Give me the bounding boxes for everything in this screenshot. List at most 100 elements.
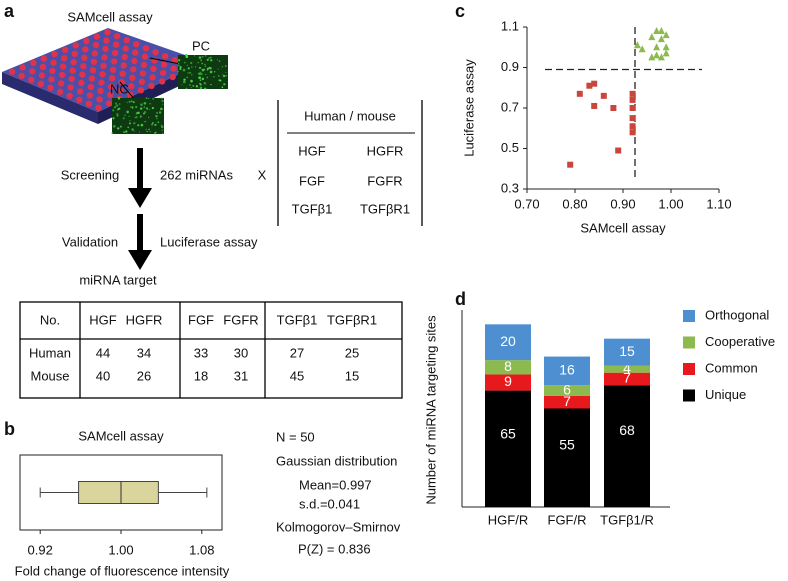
y-axis-label: Number of miRNA targeting sites [423,315,438,505]
speckle [112,124,116,128]
point [657,27,665,35]
point [629,123,636,130]
bar-segment [544,385,590,396]
speckle [204,55,207,57]
well [138,78,146,86]
x-tick-label: HGF/R [488,512,528,527]
speckle [129,120,131,122]
value-label: 7 [563,393,571,409]
table: No. HGF HGFR FGF FGFR TGFβ1 TGFβR1 Human 44 34 33 3… [29,312,377,383]
chart-title: SAMcell assay [78,428,164,443]
point [629,115,636,122]
speckle [124,114,126,116]
well [39,63,47,71]
well [88,75,96,82]
wells [8,29,198,112]
speckle [149,131,151,133]
well [106,91,114,99]
x-tick-label: 0.90 [610,196,635,211]
well [89,67,97,74]
table-cell: 18 [194,368,208,383]
x-tick-label: 0.70 [514,196,539,211]
speckle [134,105,138,109]
speckle [152,97,155,100]
speckle [130,106,132,108]
table-cell: 30 [234,345,248,360]
speckle [201,77,205,81]
speckle [130,100,133,103]
well [98,79,105,86]
speckle [179,66,182,68]
fluorescence [111,53,227,135]
well [111,49,119,57]
speckle [206,76,209,79]
speckle [118,107,121,110]
speckle [162,132,164,135]
well [50,59,57,66]
legend-swatch [683,389,695,402]
point [657,35,665,43]
speckle [137,124,140,127]
arrow [128,188,152,208]
speckle [185,87,188,90]
well [104,29,111,36]
speckle [185,53,188,57]
diagram-title: SAMcell assay [67,9,153,24]
annotation: Gaussian distribution [276,453,397,468]
speckle [218,60,221,62]
speckle [182,80,186,84]
speckle [144,120,146,123]
speckle [151,106,154,110]
speckle [160,125,164,129]
panel-label: b [4,419,15,439]
bar-chart: Number of miRNA targeting sites HGF/R 65 98… [423,307,775,527]
well [128,83,135,90]
speckle [122,117,125,120]
table-cell: 40 [96,368,110,383]
bar-segment [604,372,650,386]
speckle [199,86,203,90]
x-axis-label: Fold change of fluorescence intensity [15,563,230,578]
y-tick-label: 1.1 [501,18,519,33]
speckle [193,55,196,57]
well [71,50,78,57]
value-label: 55 [559,437,575,453]
speckle [160,97,163,99]
operator: X [258,167,267,182]
well [90,58,98,65]
speckle [112,117,115,120]
point [638,45,646,53]
well [109,66,117,74]
table-header: FGF [188,312,214,327]
speckle [125,130,128,133]
speckle [222,74,226,78]
well [29,68,36,75]
speckle [186,76,188,79]
speckle [161,129,164,131]
speckle [223,83,226,86]
well [149,74,156,81]
bar-segment [604,338,650,366]
speckle [187,67,190,70]
well [113,33,121,40]
speckle [186,64,188,66]
point [653,51,661,59]
speckle [148,116,150,118]
speckle [115,104,119,107]
well [107,83,115,90]
annotation: P(Z) = 0.836 [298,541,371,556]
speckle [222,73,224,75]
scatter-chart: 0.70 0.80 0.90 1.00 1.10 0.3 0.5 0.7 0.9 1.1 SAMce… [461,18,731,235]
speckle [138,131,141,133]
speckle [200,59,203,62]
speckle [132,101,135,104]
well [101,54,108,61]
speckle [160,124,162,126]
speckle [117,97,121,100]
well [148,82,155,90]
speckle [217,68,219,70]
speckle [205,73,207,75]
speckle [143,106,146,109]
speckle [204,63,206,66]
well [97,87,104,95]
